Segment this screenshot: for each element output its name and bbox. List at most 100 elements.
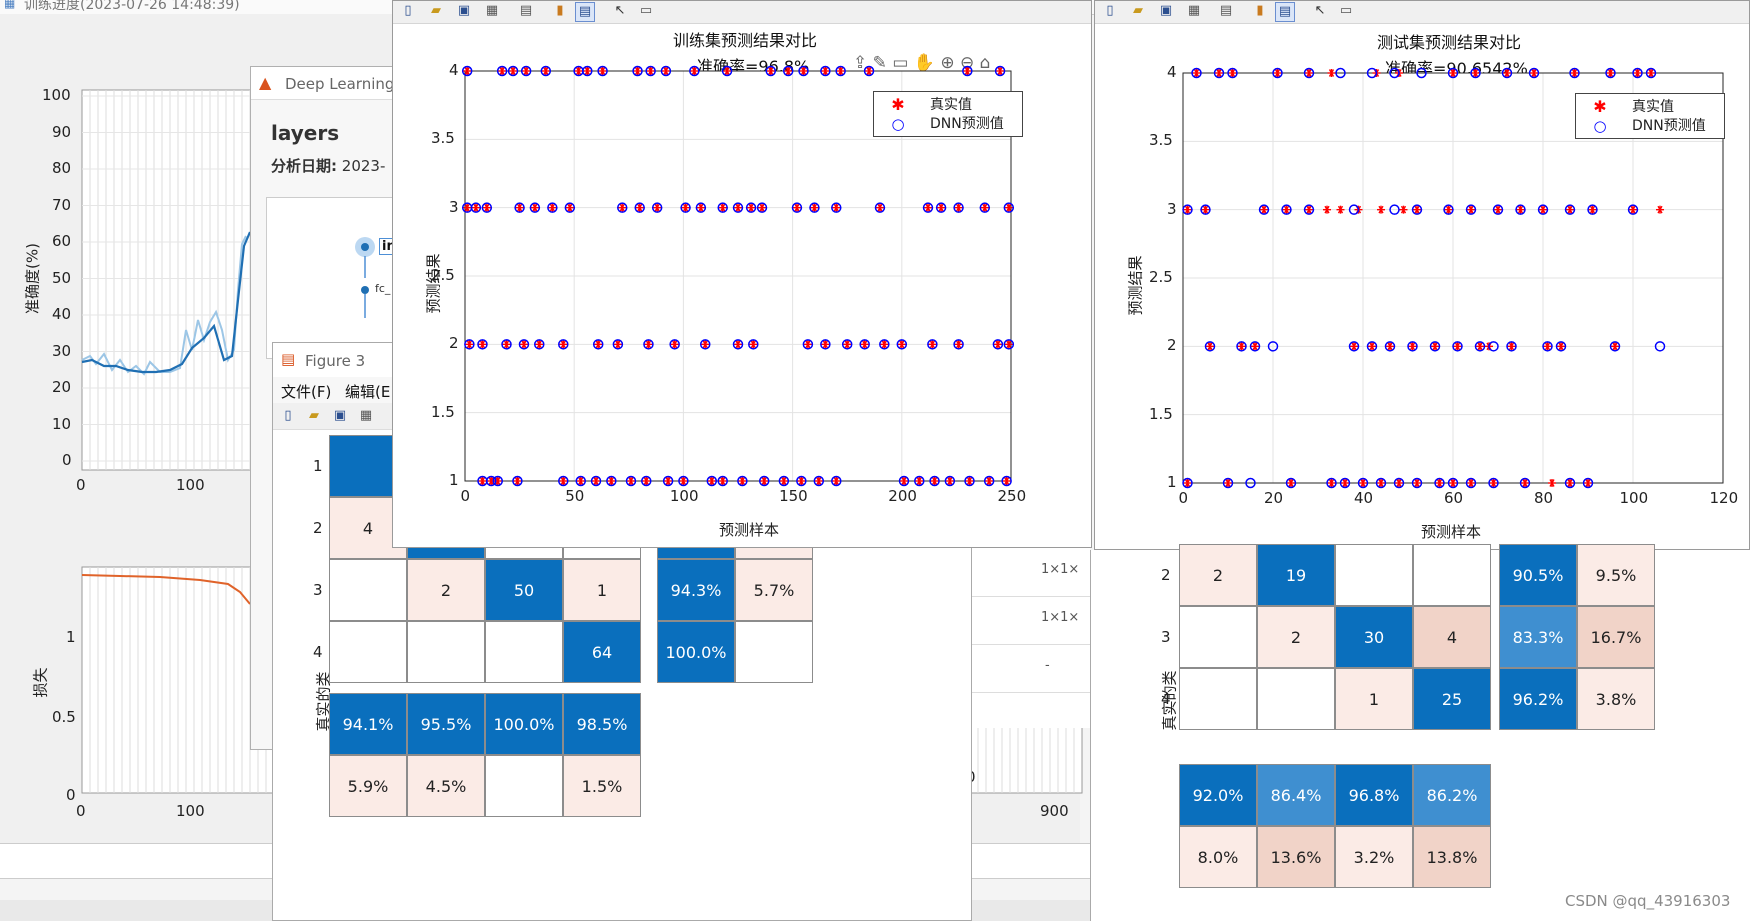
pred-point [721,65,733,77]
save-icon[interactable]: ▣ [333,408,347,423]
property-icon[interactable]: ▭ [639,3,653,18]
true-point [592,477,601,485]
true-point [478,340,487,349]
true-point [915,477,924,485]
true-point [1386,342,1394,351]
pan-icon[interactable]: ✋ [913,53,935,73]
table-cell: 1×1× [1041,610,1080,625]
col-summary-cell: 86.4% [1257,764,1335,826]
true-point [779,477,788,485]
new-file-icon[interactable]: ▯ [404,3,412,18]
true-point [843,340,852,349]
row-summary-cell: 90.5% [1499,544,1577,606]
menu-edit[interactable]: 编辑(E [345,383,391,401]
pred-point [564,202,576,213]
pred-point [540,65,552,77]
link-plot-icon[interactable]: ▤ [1219,3,1233,18]
pointer-icon[interactable]: ↖ [1314,3,1326,18]
save-icon[interactable]: ▣ [1159,3,1173,18]
true-point [661,67,670,75]
circle-marker-icon: ○ [891,115,905,133]
pointer-icon[interactable]: ↖ [614,3,626,18]
matrix-cell [1179,606,1257,668]
pred-point [1492,204,1504,215]
pred-point [1001,475,1012,487]
open-folder-icon[interactable]: ▰ [431,3,441,18]
new-file-icon[interactable]: ▯ [284,408,292,423]
pred-point [1501,67,1513,79]
table-row: - [971,644,1091,693]
legend-icon[interactable]: ▤ [575,2,595,22]
legend-icon[interactable]: ▤ [1275,2,1295,22]
accuracy-plot [81,89,253,471]
dl-node-fc[interactable] [361,286,369,294]
legend-pred-row: ○ DNN预测值 [1576,117,1724,135]
brush-icon[interactable]: ✎ [872,53,887,73]
true-point [993,340,1002,349]
link-plot-icon[interactable]: ▤ [519,3,533,18]
colorbar-icon[interactable]: ▮ [556,3,564,18]
col-summary-cell: 98.5% [563,693,641,755]
pred-point [944,475,956,487]
true-point [1350,342,1358,351]
pred-point [1645,67,1657,79]
accuracy-ytick: 60 [52,232,72,250]
row-label: 3 [313,581,323,599]
open-folder-icon[interactable]: ▰ [309,408,319,423]
pred-point [520,65,532,77]
home-icon[interactable]: ⌂ [979,53,991,73]
pred-point [1447,477,1459,489]
pred-point [1555,341,1567,352]
pred-point [1182,477,1193,489]
pred-point [477,339,488,350]
true-point [899,477,908,485]
true-point [1224,479,1232,487]
pred-point [914,475,925,487]
print-icon[interactable]: ▦ [1187,3,1201,18]
export-icon[interactable]: ⇪ [853,53,868,73]
pred-point [1447,67,1459,79]
ytick-label: 2 [449,334,459,353]
pred-point [1357,477,1369,489]
menu-file[interactable]: 文件(F) [281,383,332,401]
watermark: CSDN @qq_43916303 [1565,892,1731,910]
asterisk-marker-icon: ✱ [1593,97,1607,116]
matrix-cell: 25 [1413,668,1491,730]
print-icon[interactable]: ▦ [485,3,499,18]
true-point [644,340,653,349]
true-point [1548,479,1556,487]
pred-point [518,339,530,350]
matrix-cell [329,621,407,683]
pred-point [699,339,711,350]
pred-point [514,202,525,213]
accuracy-axes [81,89,253,471]
pred-point [791,202,803,213]
data-tip-icon[interactable]: ▭ [892,53,909,73]
true-point [832,203,841,212]
true-point [1183,479,1192,487]
colorbar-icon[interactable]: ▮ [1256,3,1264,18]
true-point [1431,342,1439,351]
accuracy-ytick: 70 [52,195,72,214]
save-icon[interactable]: ▣ [457,3,471,18]
true-point [463,67,472,75]
figure-icon: ▤ [281,350,296,368]
print-icon[interactable]: ▦ [359,408,373,423]
accuracy-ytick: 90 [52,122,72,141]
accuracy-ytick: 80 [52,159,72,177]
property-icon[interactable]: ▭ [1339,3,1353,18]
zoom-in-icon[interactable]: ⊕ [940,53,955,73]
pred-point [802,339,814,350]
ytick-label: 1.5 [1149,404,1173,423]
test-figure-toolbar: ▯ ▰ ▣ ▦ ▤ ▮ ▤ ↖ ▭ [1095,1,1749,24]
true-point [679,477,688,485]
true-point [576,477,585,485]
true-point [963,67,972,75]
pred-point [1411,477,1423,489]
pred-point [1609,341,1621,352]
new-file-icon[interactable]: ▯ [1106,3,1114,18]
ytick-label: 2 [1167,336,1177,355]
true-point [465,340,474,349]
open-folder-icon[interactable]: ▰ [1133,3,1143,18]
true-point [1449,479,1457,487]
